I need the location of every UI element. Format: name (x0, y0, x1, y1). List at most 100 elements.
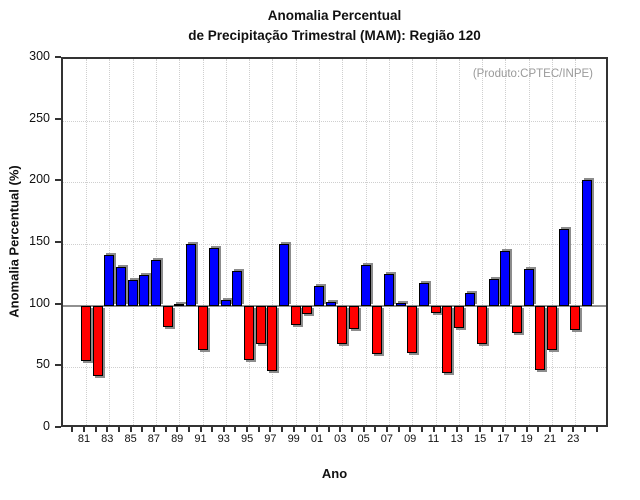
bar-01 (314, 285, 324, 306)
y-axis-tick (55, 117, 61, 120)
x-tick-label: 97 (264, 433, 277, 445)
bar-07 (383, 273, 394, 306)
vertical-gridline (575, 59, 577, 425)
bar-87 (150, 260, 161, 306)
x-tick-label: 05 (357, 433, 370, 445)
x-axis-tick (199, 427, 202, 432)
bar-89 (174, 304, 185, 307)
bar-13 (453, 305, 464, 328)
bar-83 (104, 255, 115, 306)
x-tick-label: 83 (101, 433, 114, 445)
bar-92 (209, 247, 220, 306)
bar-03 (337, 305, 348, 344)
bar-86 (139, 274, 150, 306)
y-tick-label: 0 (43, 419, 50, 433)
bar-18 (512, 305, 523, 333)
x-tick-label: 87 (147, 433, 161, 445)
x-tick-label: 09 (404, 433, 417, 445)
bar-99 (290, 305, 301, 326)
x-axis-tick (397, 427, 400, 432)
x-axis-tick (71, 427, 74, 432)
source-annotation: (Produto:CPTEC/INPE) (472, 68, 593, 80)
x-axis-tick (467, 427, 470, 432)
y-axis-tick (55, 364, 61, 367)
x-axis-tick (281, 427, 284, 432)
x-axis-tick (129, 427, 132, 432)
bar-21 (547, 305, 557, 351)
bar-98 (279, 244, 290, 306)
x-axis-tick (385, 427, 388, 432)
x-tick-label: 91 (194, 433, 207, 445)
x-axis-tick (211, 427, 214, 432)
vertical-gridline (132, 59, 134, 425)
bar-16 (488, 278, 499, 306)
y-tick-label: 300 (29, 49, 50, 63)
x-axis-tick (583, 427, 586, 432)
y-axis-tick (55, 179, 61, 182)
bar-19 (523, 268, 534, 306)
vertical-gridline (179, 59, 181, 425)
bar-81 (81, 305, 91, 362)
x-axis-tick (514, 427, 517, 432)
bar-93 (220, 299, 231, 306)
x-tick-label: 03 (334, 433, 347, 445)
x-axis-tick (549, 427, 551, 432)
x-axis-tick (117, 427, 120, 432)
bar-88 (162, 305, 173, 327)
x-axis-tick (490, 427, 493, 432)
x-axis-tick (444, 427, 447, 432)
x-tick-label: 13 (450, 433, 463, 445)
x-tick-label: 19 (520, 433, 533, 445)
x-axis-tick (269, 427, 272, 432)
y-tick-label: 50 (36, 357, 50, 372)
x-tick-label: 15 (473, 433, 487, 445)
x-axis-tick (479, 427, 482, 432)
horizontal-gridline (63, 367, 606, 369)
baseline-100-line (63, 304, 606, 307)
bar-02 (325, 301, 336, 306)
vertical-gridline (86, 59, 87, 425)
x-axis-tick (374, 427, 377, 432)
x-tick-label: 95 (240, 433, 254, 445)
x-tick-label: 01 (310, 433, 324, 445)
vertical-gridline (225, 59, 227, 425)
vertical-gridline (505, 59, 507, 425)
vertical-gridline (319, 59, 320, 425)
bar-95 (244, 305, 255, 360)
x-tick-label: 23 (567, 433, 580, 445)
x-axis-title: Ano (321, 466, 348, 481)
x-axis-tick (304, 427, 307, 432)
x-axis-tick (327, 427, 330, 432)
x-axis-tick (164, 427, 167, 432)
x-tick-label: 07 (380, 433, 394, 445)
x-axis-tick (525, 427, 528, 432)
x-tick-label: 89 (171, 433, 184, 445)
plot-area (61, 57, 608, 427)
vertical-gridline (272, 59, 274, 425)
bar-11 (430, 305, 441, 314)
bar-96 (255, 305, 266, 344)
vertical-gridline (365, 59, 367, 425)
x-axis-tick (537, 427, 540, 432)
bar-17 (500, 251, 511, 306)
x-axis-tick (141, 427, 144, 432)
vertical-gridline (458, 59, 460, 425)
x-axis-tick (187, 427, 190, 432)
y-tick-label: 150 (29, 234, 50, 248)
vertical-gridline (482, 59, 484, 425)
bar-08 (395, 303, 406, 306)
bar-82 (92, 305, 103, 376)
bar-97 (267, 305, 278, 372)
x-axis-tick (316, 427, 318, 432)
bar-06 (372, 305, 383, 354)
x-axis-tick (502, 427, 505, 432)
x-axis-tick (595, 427, 598, 432)
x-tick-label: 17 (497, 433, 510, 445)
vertical-gridline (202, 59, 204, 425)
x-axis-tick (222, 427, 225, 432)
vertical-gridline (249, 59, 251, 425)
vertical-gridline (412, 59, 414, 425)
bar-15 (477, 305, 488, 344)
x-axis-tick (94, 427, 97, 432)
